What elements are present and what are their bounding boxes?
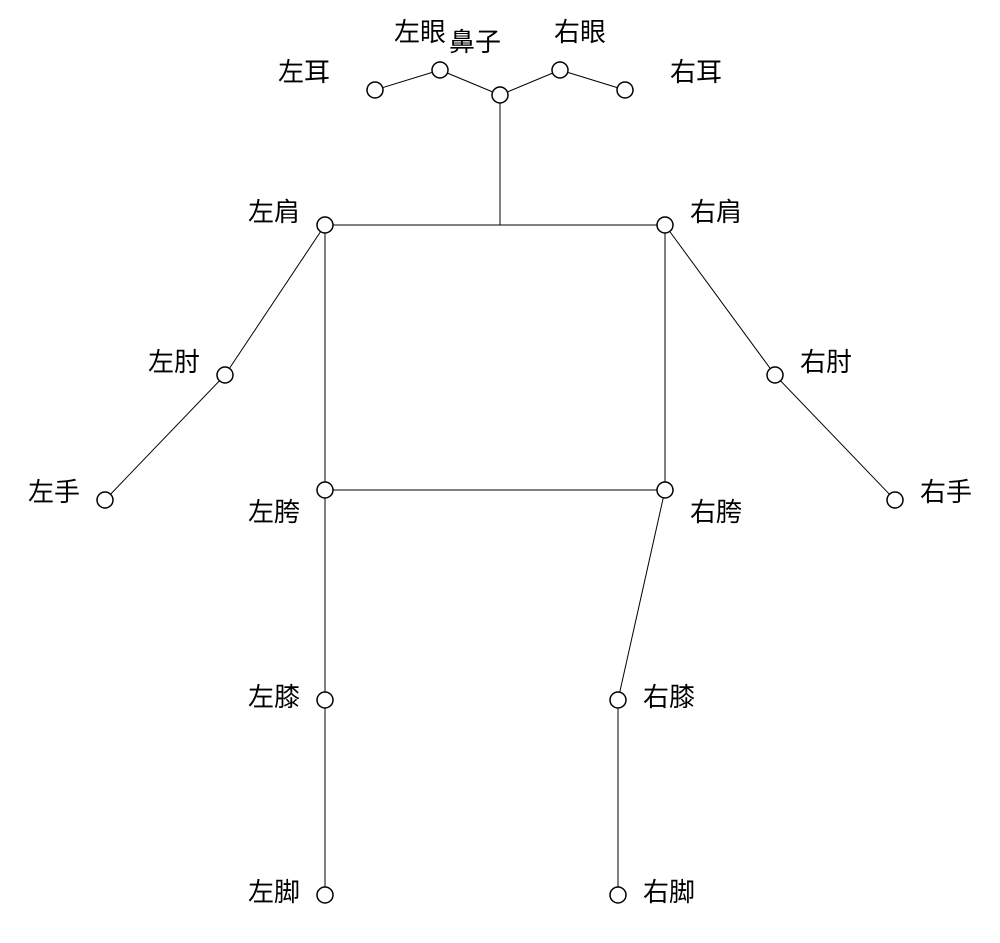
- node-right_eye: [552, 62, 568, 78]
- node-left_foot: [317, 887, 333, 903]
- node-left_hip: [317, 482, 333, 498]
- node-left_shoulder: [317, 217, 333, 233]
- label-right_shoulder: 右肩: [690, 198, 742, 227]
- label-left_knee: 左膝: [248, 683, 300, 712]
- edge-right_hip-right_knee: [618, 490, 665, 700]
- label-left_shoulder: 左肩: [248, 198, 300, 227]
- label-right_hip: 右胯: [690, 498, 742, 527]
- edge-right_eye-right_ear: [560, 70, 625, 90]
- node-right_ear: [617, 82, 633, 98]
- label-right_elbow: 右肘: [800, 348, 852, 377]
- node-right_hand: [887, 492, 903, 508]
- node-left_hand: [97, 492, 113, 508]
- edge-left_eye-left_ear: [375, 70, 440, 90]
- label-left_foot: 左脚: [248, 878, 300, 907]
- label-left_ear: 左耳: [278, 58, 330, 87]
- label-left_elbow: 左肘: [148, 348, 200, 377]
- label-right_knee: 右膝: [643, 683, 695, 712]
- node-right_knee: [610, 692, 626, 708]
- node-right_foot: [610, 887, 626, 903]
- node-left_knee: [317, 692, 333, 708]
- node-right_elbow: [767, 367, 783, 383]
- node-right_hip: [657, 482, 673, 498]
- skeleton-diagram: 鼻子左眼 右眼左耳 右耳左肩 右肩左肘 右肘左手 右手左胯 右胯左膝 右膝左脚 右脚: [0, 0, 1000, 943]
- node-nose: [492, 87, 508, 103]
- label-right_ear: 右耳: [670, 58, 722, 87]
- label-right_foot: 右脚: [643, 878, 695, 907]
- label-right_hand: 右手: [920, 478, 972, 507]
- label-left_eye: 左眼: [394, 18, 446, 47]
- node-left_elbow: [217, 367, 233, 383]
- node-right_shoulder: [657, 217, 673, 233]
- node-left_ear: [367, 82, 383, 98]
- edge-nose-right_eye: [500, 70, 560, 95]
- label-right_eye: 右眼: [554, 18, 606, 47]
- edge-right_shoulder-right_elbow: [665, 225, 775, 375]
- edge-left_shoulder-left_elbow: [225, 225, 325, 375]
- edge-left_elbow-left_hand: [105, 375, 225, 500]
- label-left_hand: 左手: [28, 478, 80, 507]
- label-nose: 鼻子: [449, 28, 501, 57]
- edge-nose-left_eye: [440, 70, 500, 95]
- node-left_eye: [432, 62, 448, 78]
- label-left_hip: 左胯: [248, 498, 300, 527]
- edge-right_elbow-right_hand: [775, 375, 895, 500]
- edges-group: [105, 70, 895, 895]
